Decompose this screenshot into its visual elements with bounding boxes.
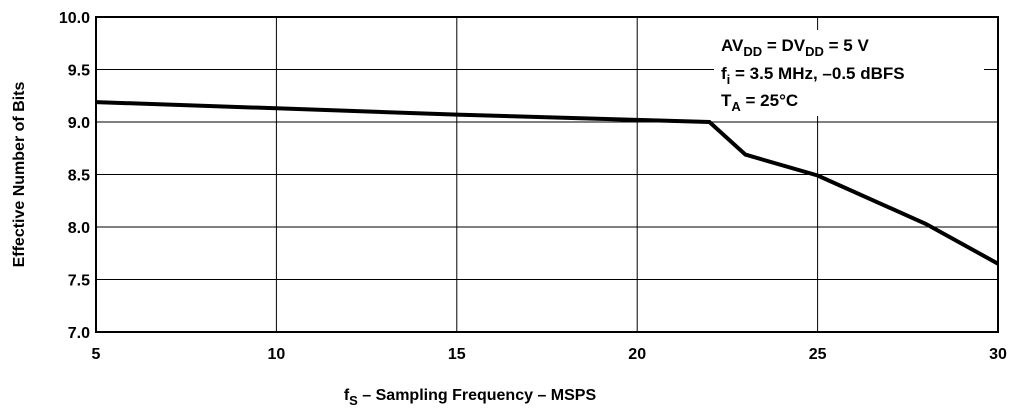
series-line <box>95 100 999 266</box>
annotation-background <box>714 30 984 116</box>
y-tick-label: 8.0 <box>68 220 90 237</box>
plot-frame <box>95 16 999 333</box>
x-tick-label: 30 <box>989 346 1007 363</box>
y-tick-label: 9.5 <box>68 63 90 80</box>
y-tick-label: 7.5 <box>68 273 90 290</box>
x-tick-label: 15 <box>448 346 466 363</box>
annotation-line-temperature: TA = 25°C <box>721 91 798 114</box>
x-tick-label: 10 <box>268 346 286 363</box>
x-tick-label: 25 <box>809 346 827 363</box>
x-tick-labels: 5 10 15 20 25 30 <box>92 346 1007 363</box>
annotation-line-input: fi = 3.5 MHz, –0.5 dBFS <box>721 64 905 87</box>
x-axis-title: fS – Sampling Frequency – MSPS <box>344 387 597 408</box>
y-tick-label: 9.0 <box>68 115 90 132</box>
y-tick-label: 10.0 <box>59 10 90 27</box>
y-axis-title: Effective Number of Bits <box>11 81 28 267</box>
y-tick-labels: 7.0 7.5 8.0 8.5 9.0 9.5 10.0 <box>59 10 90 342</box>
x-tick-label: 5 <box>92 346 101 363</box>
y-tick-label: 7.0 <box>68 325 90 342</box>
annotation-line-supply: AVDD = DVDD = 5 V <box>721 36 869 59</box>
conditions-annotation: AVDD = DVDD = 5 V fi = 3.5 MHz, –0.5 dBF… <box>714 30 984 116</box>
y-tick-label: 8.5 <box>68 168 90 185</box>
x-tick-label: 20 <box>628 346 646 363</box>
